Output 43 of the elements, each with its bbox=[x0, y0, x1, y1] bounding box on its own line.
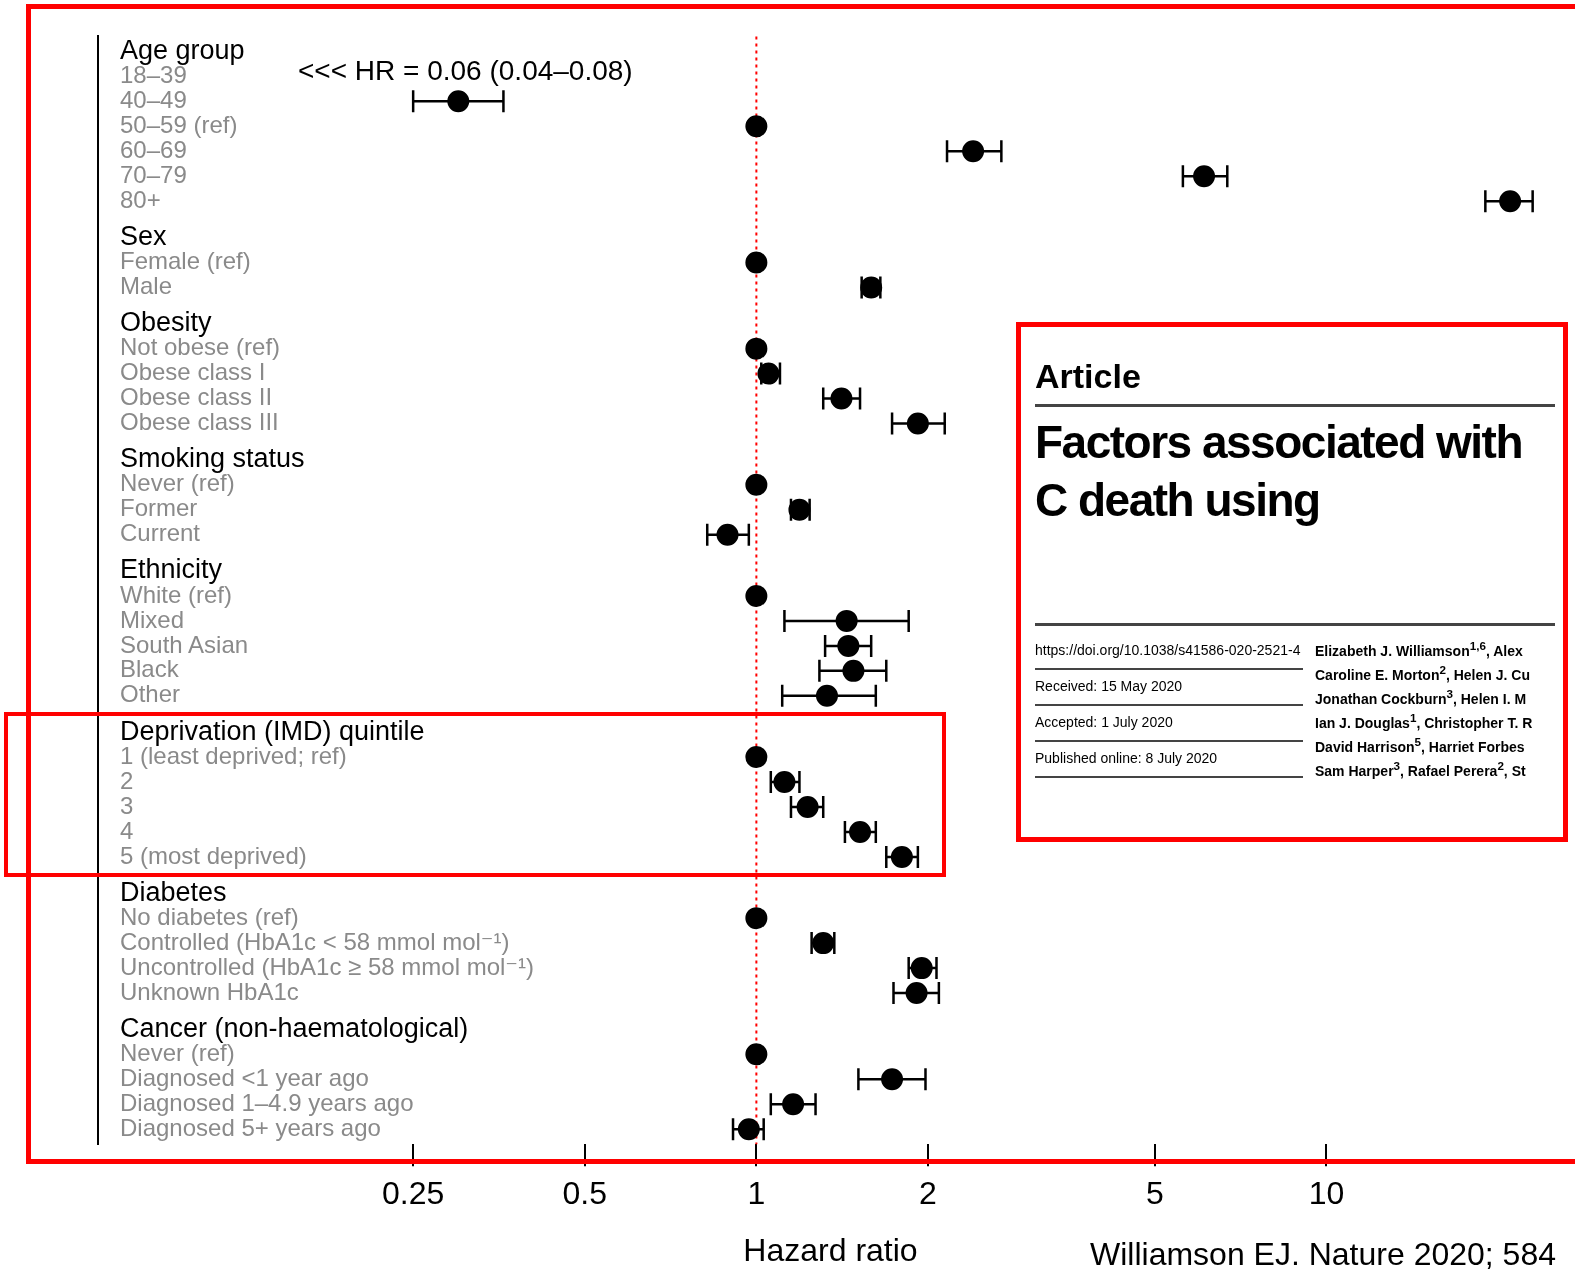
annotation: Accepted: 1 July 2020 bbox=[1035, 706, 1303, 742]
y-tick-label: 2 bbox=[120, 766, 134, 794]
y-tick-label: Smoking status bbox=[120, 443, 305, 474]
annotation: David Harrison$^{5}$, Harriet Forbes bbox=[1315, 734, 1526, 755]
annotation: Ian J. Douglas$^{1}$, Christopher T. R bbox=[1315, 710, 1534, 731]
y-tick-label: 4 bbox=[120, 816, 134, 844]
annotation: <<< HR = 0.06 (0.04–0.08) bbox=[298, 55, 633, 87]
y-tick-label: Current bbox=[120, 519, 201, 547]
y-tick-label: Obese class III bbox=[120, 408, 279, 436]
x-axis-title: Hazard ratio bbox=[743, 1231, 918, 1268]
y-tick-label: 3 bbox=[120, 791, 134, 819]
annotation: Sam Harper$^{3}$, Rafael Perera$^{2}$, St bbox=[1315, 758, 1527, 779]
text: Factors associated with C death using bbox=[1035, 413, 1555, 626]
y-tick-label: Male bbox=[120, 272, 173, 300]
y-tick-label: 5 (most deprived) bbox=[120, 841, 307, 869]
y-tick-label: Black bbox=[120, 655, 180, 683]
y-tick-label: 50–59 (ref) bbox=[120, 110, 238, 138]
y-tick-label: Obese class II bbox=[120, 383, 273, 411]
annotation: Published online: 8 July 2020 bbox=[1035, 742, 1303, 778]
x-tick-label: 1 bbox=[747, 1175, 766, 1212]
y-tick-label: 70–79 bbox=[120, 160, 187, 188]
y-tick-label: Ethnicity bbox=[120, 554, 223, 585]
annotation: Received: 15 May 2020 bbox=[1035, 670, 1303, 706]
y-tick-label: Mixed bbox=[120, 605, 185, 633]
y-tick-label: Deprivation (IMD) quintile bbox=[120, 715, 425, 746]
y-tick-label: 40–49 bbox=[120, 85, 187, 113]
y-tick-label: Obesity bbox=[120, 307, 213, 338]
x-tick-label: 10 bbox=[1308, 1175, 1345, 1212]
y-tick-label: Other bbox=[120, 680, 181, 708]
x-tick-label: 0.25 bbox=[382, 1175, 445, 1212]
text: Williamson EJ. Nature 2020; 584 bbox=[1090, 1236, 1556, 1273]
annotation: Elizabeth J. Williamson$^{1,6}$, Alex bbox=[1315, 638, 1524, 659]
x-tick-label: 5 bbox=[1145, 1175, 1164, 1212]
annotation: Jonathan Cockburn$^{3}$, Helen I. M bbox=[1315, 686, 1528, 707]
annotation: Caroline E. Morton$^{2}$, Helen J. Cu bbox=[1315, 662, 1531, 683]
x-tick-label: 0.5 bbox=[562, 1175, 608, 1212]
x-tick-label: 2 bbox=[919, 1175, 937, 1212]
y-tick-label: 80+ bbox=[120, 185, 161, 213]
y-tick-label: Age group bbox=[120, 34, 245, 65]
y-tick-label: 60–69 bbox=[120, 135, 187, 163]
text: Article bbox=[1035, 357, 1555, 407]
y-tick-label: South Asian bbox=[120, 630, 249, 658]
annotation: https://doi.org/10.1038/s41586-020-2521-4 bbox=[1035, 634, 1303, 670]
